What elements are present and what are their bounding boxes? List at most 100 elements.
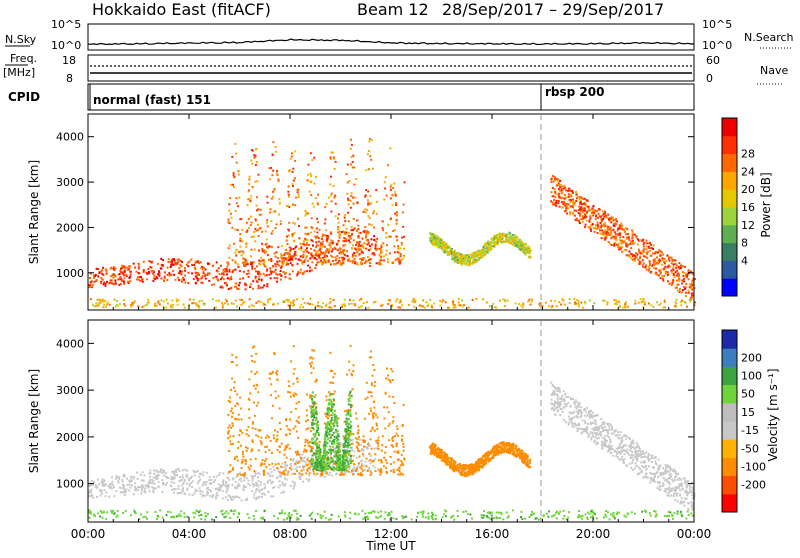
scatter-cell	[270, 481, 272, 483]
scatter-cell	[380, 468, 382, 470]
scatter-cell	[165, 307, 167, 309]
scatter-cell	[329, 302, 331, 304]
scatter-cell	[229, 464, 231, 466]
scatter-cell	[352, 197, 354, 199]
scatter-cell	[348, 199, 350, 201]
scatter-cell	[625, 233, 627, 235]
scatter-cell	[319, 229, 321, 231]
scatter-cell	[241, 480, 243, 482]
scatter-cell	[243, 484, 245, 486]
scatter-cell	[152, 270, 154, 272]
scatter-cell	[400, 247, 402, 249]
scatter-cell	[526, 250, 528, 252]
scatter-cell	[184, 282, 186, 284]
scatter-cell	[282, 491, 284, 493]
scatter-cell	[377, 416, 379, 418]
scatter-cell	[593, 205, 595, 207]
scatter-cell	[298, 196, 300, 198]
scatter-cell	[288, 278, 290, 280]
scatter-cell	[630, 247, 632, 249]
scatter-cell	[254, 240, 256, 242]
scatter-cell	[89, 277, 91, 279]
scatter-cell	[374, 381, 376, 383]
scatter-cell	[372, 253, 374, 255]
scatter-cell	[148, 480, 150, 482]
scatter-cell	[441, 239, 443, 241]
scatter-cell	[366, 465, 368, 467]
scatter-cell	[595, 227, 597, 229]
scatter-cell	[441, 301, 443, 303]
scatter-cell	[285, 447, 287, 449]
scatter-cell	[293, 458, 295, 460]
scatter-cell	[184, 307, 186, 309]
scatter-cell	[515, 237, 517, 239]
scatter-cell	[331, 193, 333, 195]
scatter-cell	[357, 432, 359, 434]
scatter-cell	[396, 215, 398, 217]
scatter-cell	[367, 260, 369, 262]
scatter-cell	[266, 196, 268, 198]
scatter-cell	[146, 485, 148, 487]
scatter-cell	[468, 306, 470, 308]
scatter-cell	[178, 485, 180, 487]
scatter-cell	[266, 446, 268, 448]
scatter-cell	[307, 260, 309, 262]
scatter-cell	[163, 280, 165, 282]
scatter-cell	[320, 251, 322, 253]
scatter-cell	[295, 393, 297, 395]
scatter-cell	[653, 259, 655, 261]
scatter-cell	[569, 201, 571, 203]
scatter-cell	[149, 472, 151, 474]
scatter-cell	[272, 487, 274, 489]
scatter-cell	[577, 302, 579, 304]
scatter-cell	[229, 269, 231, 271]
y-tick-label: 1000	[56, 267, 84, 280]
scatter-cell	[518, 245, 520, 247]
scatter-cell	[154, 303, 156, 305]
scatter-cell	[275, 251, 277, 253]
scatter-cell	[396, 223, 398, 225]
scatter-cell	[253, 402, 255, 404]
scatter-cell	[312, 454, 314, 456]
scatter-cell	[675, 287, 677, 289]
scatter-cell	[129, 271, 131, 273]
scatter-cell	[170, 485, 172, 487]
scatter-cell	[172, 304, 174, 306]
scatter-cell	[271, 417, 273, 419]
scatter-cell	[358, 232, 360, 234]
scatter-cell	[157, 486, 159, 488]
scatter-cell	[227, 477, 229, 479]
scatter-cell	[396, 236, 398, 238]
scatter-cell	[343, 445, 345, 447]
scatter-cell	[279, 471, 281, 473]
scatter-cell	[175, 469, 177, 471]
scatter-cell	[215, 488, 217, 490]
scatter-cell	[304, 457, 306, 459]
scatter-cell	[591, 208, 593, 210]
scatter-cell	[320, 242, 322, 244]
scatter-cell	[263, 470, 265, 472]
scatter-cell	[438, 237, 440, 239]
scatter-cell	[240, 238, 242, 240]
nsky-label: N.Sky	[5, 33, 37, 46]
scatter-cell	[498, 240, 500, 242]
scatter-cell	[370, 351, 372, 353]
scatter-cell	[284, 300, 286, 302]
scatter-cell	[288, 235, 290, 237]
scatter-cell	[215, 496, 217, 498]
scatter-cell	[336, 255, 338, 257]
scatter-cell	[276, 277, 278, 279]
scatter-cell	[289, 169, 291, 171]
scatter-cell	[494, 235, 496, 237]
scatter-cell	[578, 220, 580, 222]
scatter-cell	[173, 482, 175, 484]
scatter-cell	[554, 204, 556, 206]
scatter-cell	[291, 473, 293, 475]
scatter-cell	[388, 299, 390, 301]
scatter-cell	[625, 243, 627, 245]
scatter-cell	[469, 259, 471, 261]
scatter-cell	[237, 447, 239, 449]
scatter-cell	[156, 470, 158, 472]
scatter-cell	[256, 497, 258, 499]
scatter-cell	[527, 301, 529, 303]
